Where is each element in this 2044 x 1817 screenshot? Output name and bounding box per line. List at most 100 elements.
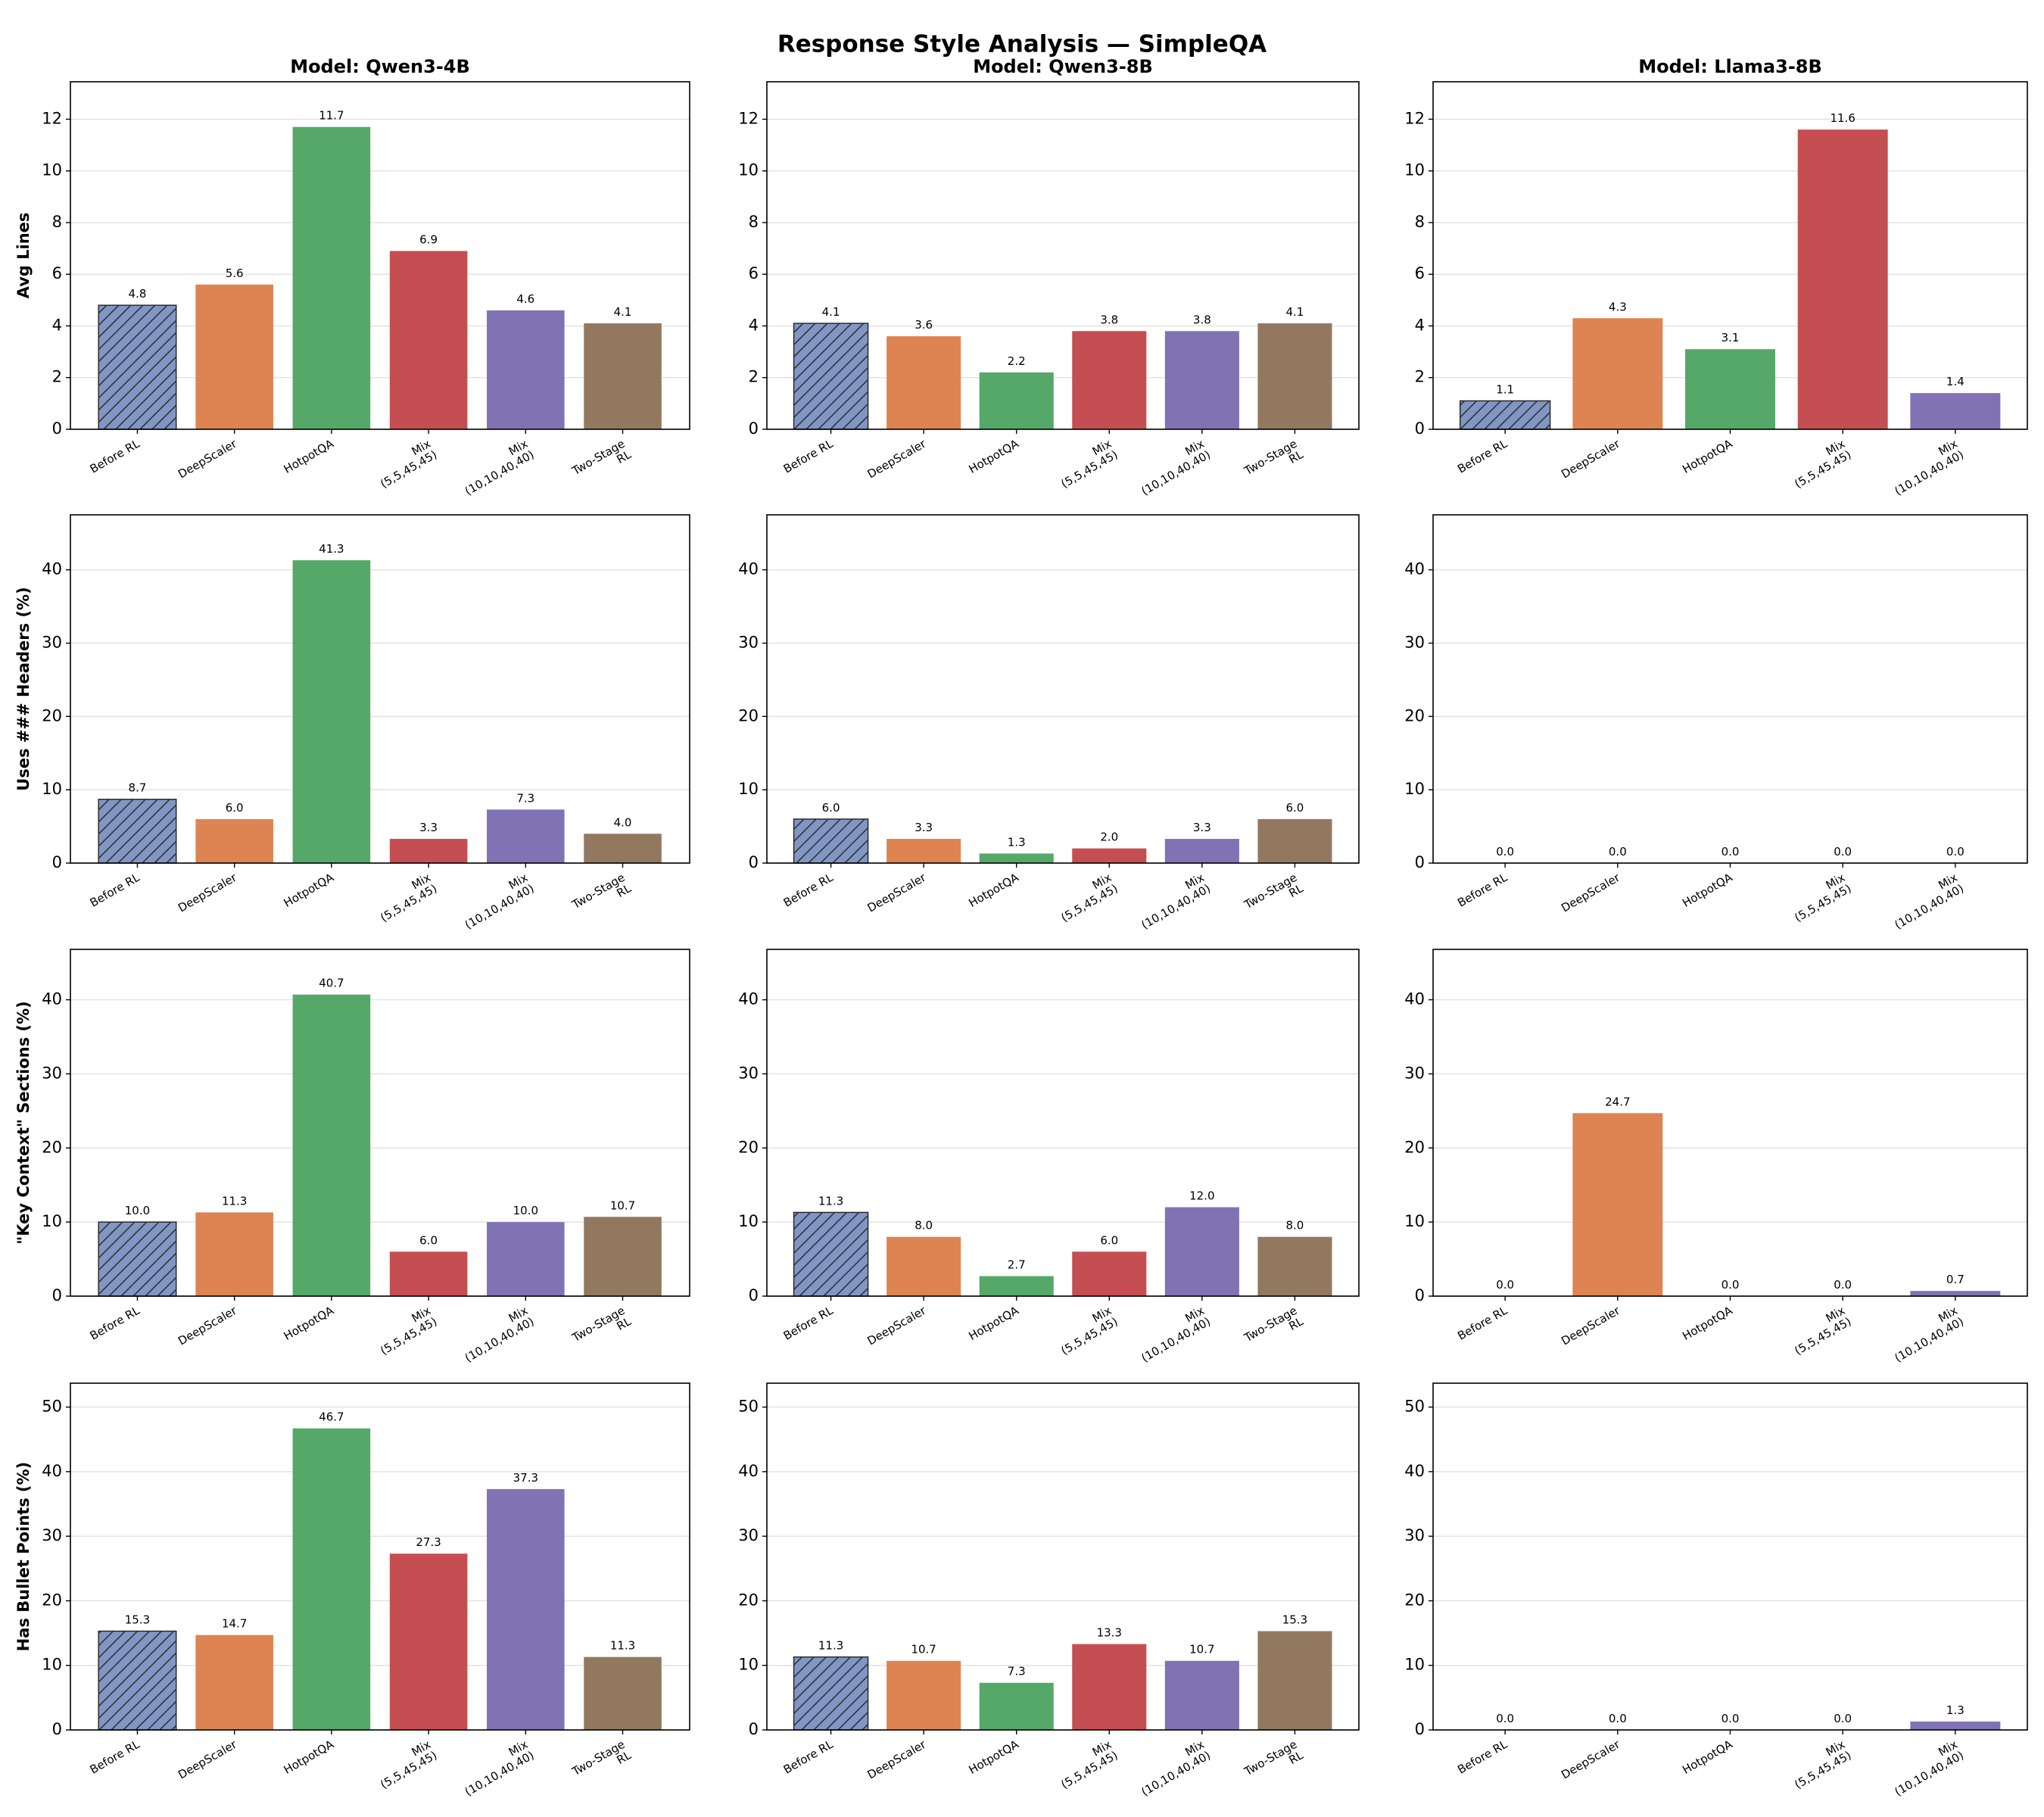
- bar: [1164, 839, 1239, 863]
- y-tick-label: 0: [52, 853, 62, 871]
- y-tick-label: 20: [738, 1138, 759, 1156]
- value-label: 0.0: [1946, 845, 1965, 859]
- bar: [292, 1428, 371, 1730]
- value-label: 15.3: [125, 1613, 150, 1627]
- bar: [487, 809, 565, 863]
- bar: [487, 1222, 565, 1296]
- y-tick-label: 50: [42, 1398, 62, 1416]
- y-tick-label: 0: [1415, 1720, 1425, 1738]
- y-tick-label: 10: [42, 1212, 62, 1230]
- axes-frame: [70, 949, 690, 1297]
- bar: [979, 853, 1054, 863]
- y-tick-label: 40: [1404, 560, 1425, 578]
- value-label: 7.3: [516, 791, 534, 805]
- y-tick-label: 12: [42, 109, 62, 127]
- bar: [1257, 323, 1332, 429]
- value-label: 0.0: [1496, 1278, 1514, 1292]
- bar: [195, 284, 273, 429]
- subplot-title: Model: Llama3-8B: [1638, 56, 1822, 77]
- y-tick-label: 40: [42, 990, 62, 1008]
- y-tick-label: 20: [738, 706, 759, 725]
- value-label: 1.3: [1946, 1703, 1965, 1717]
- value-label: 0.0: [1834, 845, 1852, 859]
- bar: [584, 323, 662, 429]
- value-label: 10.0: [513, 1204, 538, 1217]
- value-label: 3.8: [1100, 313, 1118, 326]
- y-tick-label: 20: [1404, 706, 1425, 725]
- y-tick-label: 20: [42, 1591, 62, 1609]
- bar: [886, 839, 961, 863]
- y-tick-label: 40: [1404, 990, 1425, 1008]
- value-label: 27.3: [416, 1535, 441, 1549]
- bar: [1910, 1291, 2001, 1296]
- y-tick-label: 8: [749, 213, 759, 231]
- bar: [292, 126, 371, 429]
- y-tick-label: 30: [738, 1064, 759, 1082]
- value-label: 4.6: [516, 292, 534, 306]
- axes-frame: [1432, 514, 2028, 864]
- bar: [1072, 331, 1147, 429]
- y-tick-label: 30: [1404, 1526, 1425, 1544]
- bar: [584, 834, 662, 863]
- bar: [979, 1276, 1054, 1296]
- value-label: 0.0: [1722, 845, 1740, 859]
- value-label: 11.3: [610, 1639, 635, 1653]
- bar-hatch: [98, 1631, 176, 1730]
- bar: [1572, 318, 1663, 429]
- value-label: 10.7: [610, 1198, 635, 1212]
- value-label: 0.0: [1834, 1278, 1852, 1292]
- bar: [1164, 1660, 1239, 1730]
- y-tick-label: 30: [1404, 633, 1425, 651]
- bar: [195, 818, 273, 863]
- value-label: 13.3: [1097, 1626, 1122, 1640]
- y-tick-label: 30: [42, 1526, 62, 1544]
- value-label: 0.7: [1946, 1273, 1965, 1286]
- y-tick-label: 12: [1404, 109, 1425, 127]
- value-label: 6.0: [419, 1233, 438, 1247]
- y-tick-label: 10: [1404, 1656, 1425, 1674]
- y-tick-label: 20: [1404, 1591, 1425, 1609]
- value-label: 8.7: [129, 781, 147, 795]
- value-label: 1.4: [1946, 375, 1965, 388]
- bar: [1910, 1721, 2001, 1730]
- bar: [1257, 1236, 1332, 1296]
- y-axis-label: Uses ### Headers (%): [14, 587, 33, 790]
- value-label: 3.3: [915, 821, 933, 834]
- bar: [487, 310, 565, 429]
- bar: [195, 1635, 273, 1730]
- value-label: 0.0: [1496, 845, 1514, 859]
- bar: [389, 1251, 468, 1296]
- value-label: 37.3: [513, 1471, 538, 1485]
- y-tick-label: 30: [42, 1064, 62, 1082]
- value-label: 3.3: [419, 821, 438, 834]
- bar: [292, 560, 371, 863]
- axes-frame: [1432, 949, 2028, 1297]
- y-axis-label: "Key Context" Sections (%): [14, 1001, 33, 1244]
- bar: [584, 1656, 662, 1730]
- value-label: 2.0: [1100, 831, 1118, 844]
- y-tick-label: 40: [738, 560, 759, 578]
- y-tick-label: 10: [738, 161, 759, 179]
- y-tick-label: 30: [738, 633, 759, 651]
- value-label: 11.6: [1830, 111, 1855, 125]
- bar: [1164, 1207, 1239, 1296]
- bar: [1910, 393, 2001, 429]
- value-label: 0.0: [1609, 845, 1627, 859]
- bar: [1797, 129, 1888, 429]
- value-label: 10.7: [911, 1643, 936, 1656]
- y-tick-label: 6: [749, 264, 759, 282]
- bar: [389, 1554, 468, 1730]
- axes-frame: [766, 81, 1360, 430]
- y-tick-label: 0: [749, 419, 759, 438]
- value-label: 10.0: [125, 1204, 150, 1217]
- y-tick-label: 10: [1404, 780, 1425, 798]
- value-label: 6.0: [822, 801, 840, 815]
- value-label: 1.1: [1496, 382, 1514, 396]
- y-tick-label: 8: [1415, 213, 1425, 231]
- bar: [389, 251, 468, 429]
- figure-title: Response Style Analysis — SimpleQA: [777, 31, 1267, 58]
- value-label: 14.7: [222, 1617, 247, 1631]
